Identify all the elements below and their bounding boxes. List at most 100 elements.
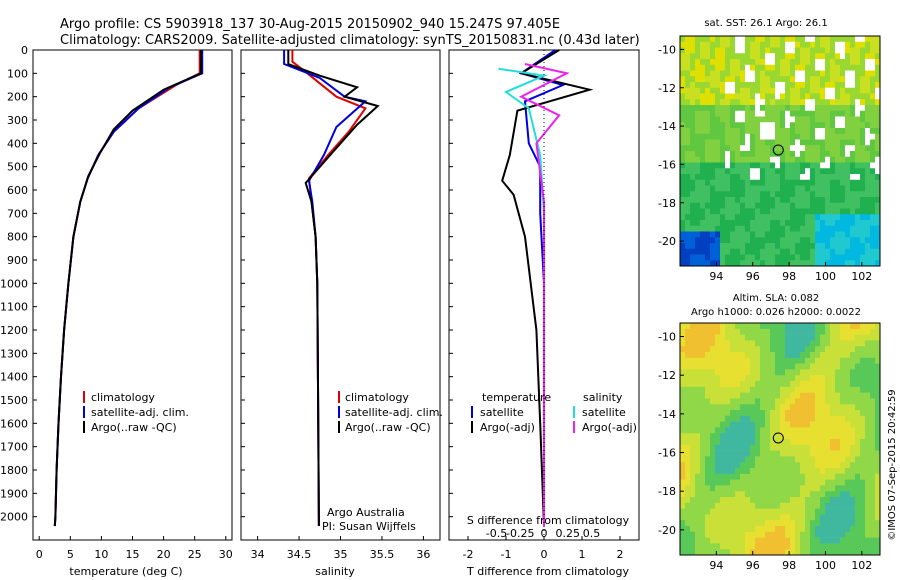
sla-map-cell bbox=[705, 514, 711, 521]
sst-map-cell bbox=[800, 237, 806, 244]
sst-map-cell bbox=[850, 87, 856, 94]
sla-map-cell bbox=[875, 526, 881, 533]
sla-map-cell bbox=[775, 444, 781, 451]
sla-map-cell bbox=[865, 444, 871, 451]
sla-map-cell bbox=[715, 323, 721, 330]
sst-map-cell bbox=[815, 214, 821, 221]
sst-map-cell bbox=[850, 139, 856, 146]
sst-map-cell bbox=[795, 116, 801, 123]
sla-map-cell bbox=[735, 531, 741, 538]
sla-map-cell bbox=[860, 526, 866, 533]
sla-map-cell bbox=[725, 444, 731, 451]
sla-map-cell bbox=[775, 479, 781, 486]
sla-map-cell bbox=[685, 549, 691, 556]
sla-map-cell bbox=[760, 346, 766, 353]
sst-map-cell bbox=[725, 41, 731, 48]
sst-map-cell bbox=[735, 248, 741, 255]
sla-map-cell bbox=[725, 549, 731, 556]
sst-map-cell bbox=[715, 122, 721, 129]
sst-map-cell bbox=[790, 47, 796, 54]
sst-map-cell bbox=[730, 99, 736, 106]
sst-map-cell bbox=[805, 41, 811, 48]
sla-map-cell bbox=[855, 427, 861, 434]
sla-map-cell bbox=[710, 473, 716, 480]
sla-map-cell bbox=[755, 450, 761, 457]
sla-map-cell bbox=[750, 346, 756, 353]
sla-map-cell bbox=[835, 456, 841, 463]
sst-map-cell bbox=[825, 128, 831, 135]
sla-map-cell bbox=[740, 357, 746, 364]
sst-map-cell bbox=[775, 197, 781, 204]
sla-map-cell bbox=[730, 392, 736, 399]
sla-map-cell bbox=[815, 410, 821, 417]
sst-map-cell bbox=[780, 47, 786, 54]
sst-map-cell bbox=[845, 53, 851, 60]
sst-map-cell bbox=[685, 133, 691, 140]
sla-map-cell bbox=[775, 439, 781, 446]
sst-map-cell bbox=[830, 208, 836, 215]
sla-map-cell bbox=[785, 456, 791, 463]
sst-map-cell bbox=[740, 260, 746, 267]
sst-map-cell bbox=[760, 220, 766, 227]
sla-map-cell bbox=[790, 485, 796, 492]
sla-map-cell bbox=[830, 415, 836, 422]
sst-map-cell bbox=[815, 82, 821, 89]
sla-map-cell bbox=[790, 439, 796, 446]
sst-map-cell bbox=[730, 105, 736, 112]
sla-map-cell bbox=[840, 369, 846, 376]
sst-map-cell bbox=[790, 128, 796, 135]
sst-map-cell bbox=[690, 197, 696, 204]
sla-map-cell bbox=[685, 439, 691, 446]
sst-map-cell bbox=[805, 133, 811, 140]
sst-map-cell bbox=[695, 70, 701, 77]
sla-map-cell bbox=[730, 433, 736, 440]
sla-map-cell bbox=[705, 462, 711, 469]
sst-map-cell bbox=[845, 59, 851, 66]
sst-map-cell bbox=[810, 53, 816, 60]
sst-map-cell bbox=[755, 139, 761, 146]
sla-map-cell bbox=[785, 375, 791, 382]
sla-map-cell bbox=[800, 415, 806, 422]
sla-map-cell bbox=[770, 456, 776, 463]
sst-map-cell bbox=[780, 168, 786, 175]
sst-map-cell bbox=[685, 105, 691, 112]
sla-map-cell bbox=[680, 491, 686, 498]
sst-map-cell bbox=[855, 145, 861, 152]
sst-map-cell bbox=[860, 179, 866, 186]
sla-map-cell bbox=[730, 502, 736, 509]
sst-map-cell bbox=[840, 254, 846, 261]
sst-map-cell bbox=[860, 202, 866, 209]
sst-map-cell bbox=[790, 122, 796, 129]
sla-map-cell bbox=[805, 485, 811, 492]
sla-map-cell bbox=[780, 444, 786, 451]
sst-map-cell bbox=[805, 128, 811, 135]
sst-map-cell bbox=[725, 116, 731, 123]
sla-map-cell bbox=[775, 491, 781, 498]
sst-map-cell bbox=[865, 116, 871, 123]
sla-map-cell bbox=[785, 346, 791, 353]
sst-map-cell bbox=[840, 76, 846, 83]
sla-map-cell bbox=[785, 398, 791, 405]
sst-map-cell bbox=[865, 87, 871, 94]
sla-map-cell bbox=[685, 450, 691, 457]
sla-map-cell bbox=[855, 456, 861, 463]
sst-map-cell bbox=[825, 220, 831, 227]
sst-map-cell bbox=[860, 128, 866, 135]
sla-map-cell bbox=[775, 328, 781, 335]
sst-map-cell bbox=[735, 87, 741, 94]
sst-map-cell bbox=[755, 254, 761, 261]
sst-map-cell bbox=[805, 248, 811, 255]
sla-map-cell bbox=[825, 462, 831, 469]
salinity-tick-label: 34.5 bbox=[287, 548, 312, 561]
sst-map-cell bbox=[765, 260, 771, 267]
sla-map-cell bbox=[720, 392, 726, 399]
sla-map-cell bbox=[835, 537, 841, 544]
sst-map-cell bbox=[765, 99, 771, 106]
temperature-tick-label: 20 bbox=[157, 548, 171, 561]
sst-map-cell bbox=[810, 185, 816, 192]
sla-map-cell bbox=[875, 421, 881, 428]
sst-map-cell bbox=[815, 53, 821, 60]
sst-map-cell bbox=[810, 99, 816, 106]
sla-map-cell bbox=[795, 491, 801, 498]
sst-map-cell bbox=[700, 151, 706, 158]
